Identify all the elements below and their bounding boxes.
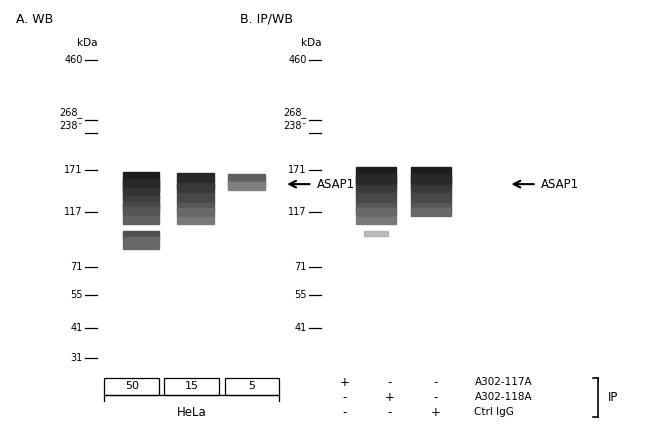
Text: A302-117A: A302-117A bbox=[474, 377, 532, 388]
Text: A302-118A: A302-118A bbox=[474, 392, 532, 402]
Text: 268_: 268_ bbox=[283, 108, 307, 119]
Bar bbox=[177, 208, 214, 215]
Text: -: - bbox=[434, 376, 437, 389]
Text: +: + bbox=[430, 406, 441, 419]
Bar bbox=[177, 173, 214, 188]
Bar bbox=[356, 217, 396, 224]
Text: 460: 460 bbox=[289, 55, 307, 65]
Text: B. IP/WB: B. IP/WB bbox=[240, 13, 294, 26]
Bar bbox=[411, 174, 450, 187]
Text: 31: 31 bbox=[70, 354, 83, 363]
Bar bbox=[364, 231, 388, 236]
Bar bbox=[177, 183, 214, 193]
Bar bbox=[356, 193, 396, 203]
Text: IP: IP bbox=[608, 391, 618, 404]
Text: 50: 50 bbox=[125, 381, 138, 391]
Bar bbox=[164, 378, 219, 395]
Bar bbox=[123, 172, 159, 189]
Text: 117: 117 bbox=[64, 207, 83, 217]
Text: A. WB: A. WB bbox=[16, 13, 53, 26]
Text: +: + bbox=[385, 391, 395, 404]
Bar bbox=[411, 193, 450, 203]
Bar bbox=[123, 202, 159, 212]
Text: 55: 55 bbox=[294, 290, 307, 300]
Bar bbox=[356, 167, 396, 183]
Bar bbox=[228, 181, 265, 190]
Text: 268_: 268_ bbox=[59, 108, 83, 119]
Bar bbox=[356, 174, 396, 187]
Bar bbox=[123, 207, 159, 216]
Text: 238⁻: 238⁻ bbox=[283, 122, 307, 131]
Bar bbox=[177, 217, 214, 224]
Bar bbox=[356, 203, 396, 211]
Bar bbox=[411, 167, 450, 183]
Text: -: - bbox=[388, 406, 392, 419]
Bar bbox=[411, 203, 450, 211]
Text: Ctrl IgG: Ctrl IgG bbox=[474, 407, 514, 417]
Bar bbox=[356, 184, 396, 194]
Text: ASAP1: ASAP1 bbox=[541, 178, 579, 191]
Text: 41: 41 bbox=[70, 323, 83, 332]
Text: -: - bbox=[343, 391, 346, 404]
Text: 15: 15 bbox=[185, 381, 199, 391]
Bar bbox=[123, 231, 159, 238]
Text: 171: 171 bbox=[64, 164, 83, 175]
Bar bbox=[123, 196, 159, 207]
Bar bbox=[123, 237, 159, 249]
Text: ASAP1: ASAP1 bbox=[317, 178, 355, 191]
Bar bbox=[228, 174, 265, 187]
Text: 71: 71 bbox=[294, 262, 307, 272]
Text: 55: 55 bbox=[70, 290, 83, 300]
Bar bbox=[177, 203, 214, 211]
Bar bbox=[123, 216, 159, 224]
Bar bbox=[123, 188, 159, 199]
Bar bbox=[411, 184, 450, 194]
Bar bbox=[224, 378, 279, 395]
Bar bbox=[411, 208, 450, 215]
Text: 460: 460 bbox=[64, 55, 83, 65]
Text: +: + bbox=[339, 376, 350, 389]
Text: 117: 117 bbox=[289, 207, 307, 217]
Text: 71: 71 bbox=[70, 262, 83, 272]
Bar bbox=[105, 378, 159, 395]
Text: 171: 171 bbox=[289, 164, 307, 175]
Text: kDa: kDa bbox=[77, 38, 98, 48]
Bar bbox=[177, 193, 214, 203]
Text: HeLa: HeLa bbox=[177, 406, 207, 419]
Text: -: - bbox=[434, 391, 437, 404]
Text: kDa: kDa bbox=[301, 38, 321, 48]
Text: 41: 41 bbox=[294, 323, 307, 332]
Bar bbox=[123, 179, 159, 192]
Text: 238⁻: 238⁻ bbox=[59, 122, 83, 131]
Bar bbox=[356, 208, 396, 215]
Text: -: - bbox=[388, 376, 392, 389]
Text: 5: 5 bbox=[248, 381, 255, 391]
Text: -: - bbox=[343, 406, 346, 419]
